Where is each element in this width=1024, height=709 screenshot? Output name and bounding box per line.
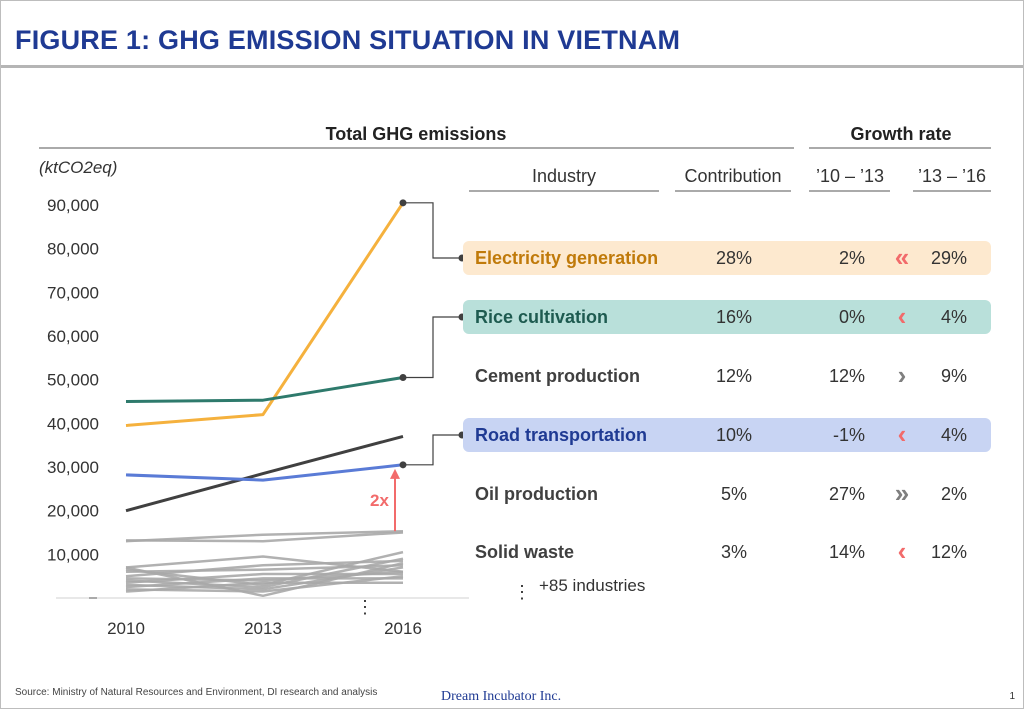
row-growth-arrow: « bbox=[895, 242, 909, 272]
y-tick-label: 10,000 bbox=[47, 545, 99, 564]
chart-continuation-dots: ⋮ bbox=[356, 597, 374, 617]
page-number: 1 bbox=[1009, 691, 1015, 702]
y-tick-label: 60,000 bbox=[47, 327, 99, 346]
row-connectors bbox=[399, 199, 466, 469]
col-header-period2: ’13 – ’16 bbox=[918, 166, 986, 186]
row-growth-period2: 4% bbox=[941, 425, 967, 445]
row-highlight bbox=[463, 418, 991, 452]
row-connector bbox=[403, 434, 462, 466]
row-connector bbox=[403, 202, 462, 259]
row-growth-arrow: ‹ bbox=[898, 301, 907, 331]
series-line-rice-cultivation bbox=[125, 376, 404, 403]
series-line-other bbox=[125, 559, 404, 578]
row-connector bbox=[403, 316, 462, 379]
row-contribution: 10% bbox=[716, 425, 752, 445]
series-line-other bbox=[125, 564, 404, 574]
series-line-other bbox=[125, 529, 404, 543]
row-contribution: 16% bbox=[716, 307, 752, 327]
y-tick-label: 50,000 bbox=[47, 371, 99, 390]
row-industry: Solid waste bbox=[475, 542, 574, 562]
row-contribution: 5% bbox=[721, 484, 747, 504]
series-line-other bbox=[125, 574, 404, 593]
growth-arrow-head bbox=[390, 468, 400, 479]
row-growth-period1: 2% bbox=[839, 248, 865, 268]
y-tick-label: 90,000 bbox=[47, 196, 99, 215]
col-header-industry: Industry bbox=[532, 166, 596, 186]
row-growth-period1: 27% bbox=[829, 484, 865, 504]
series-line-cement-production bbox=[125, 434, 404, 513]
col-header-period1: ’10 – ’13 bbox=[816, 166, 884, 186]
x-tick-label: 2016 bbox=[384, 619, 422, 638]
row-growth-period2: 9% bbox=[941, 366, 967, 386]
row-growth-arrow: ‹ bbox=[898, 419, 907, 449]
series-line-road-transportation bbox=[125, 463, 404, 482]
y-tick-label: 80,000 bbox=[47, 240, 99, 259]
series-line-other bbox=[125, 577, 403, 589]
row-growth-period1: 14% bbox=[829, 542, 865, 562]
row-industry: Road transportation bbox=[475, 425, 647, 445]
row-industry: Oil production bbox=[475, 484, 598, 504]
series-lines: 2x bbox=[125, 201, 405, 598]
row-contribution: 28% bbox=[716, 248, 752, 268]
industry-table: Electricity generation 28% 2% « 29% Rice cult… bbox=[463, 241, 991, 566]
series-line-other bbox=[125, 557, 404, 589]
y-tick-label: 70,000 bbox=[47, 283, 99, 302]
row-industry: Rice cultivation bbox=[475, 307, 608, 327]
more-industries-label: +85 industries bbox=[539, 576, 645, 595]
row-growth-period2: 29% bbox=[931, 248, 967, 268]
row-growth-arrow: › bbox=[898, 360, 907, 390]
y-tick-label: 30,000 bbox=[47, 458, 99, 477]
row-industry: Electricity generation bbox=[475, 248, 658, 268]
footer-source: Source: Ministry of Natural Resources an… bbox=[15, 687, 378, 698]
series-line-other bbox=[125, 561, 404, 598]
page-title: FIGURE 1: GHG EMISSION SITUATION IN VIET… bbox=[15, 25, 681, 55]
series-line-electricity-generation bbox=[125, 201, 405, 427]
header-growth-rate: Growth rate bbox=[850, 124, 951, 144]
more-industries-dots: ⋮ bbox=[513, 582, 531, 602]
row-growth-period1: 0% bbox=[839, 307, 865, 327]
series-line-other bbox=[125, 581, 403, 593]
x-tick-label: 2013 bbox=[244, 619, 282, 638]
row-growth-arrow: » bbox=[895, 478, 909, 508]
row-contribution: 3% bbox=[721, 542, 747, 562]
row-growth-period2: 2% bbox=[941, 484, 967, 504]
x-tick-label: 2010 bbox=[107, 619, 145, 638]
y-tick-label: 20,000 bbox=[47, 502, 99, 521]
title-divider bbox=[1, 65, 1023, 68]
row-growth-arrow: ‹ bbox=[898, 536, 907, 566]
row-growth-period2: 12% bbox=[931, 542, 967, 562]
row-contribution: 12% bbox=[716, 366, 752, 386]
emissions-chart: Total GHG emissions Growth rate (ktCO2eq… bbox=[39, 124, 991, 638]
footer-brand: Dream Incubator Inc. bbox=[441, 689, 562, 704]
chart-axes: 10,000 20,000 30,000 40,000 50,000 60,000 70,0… bbox=[47, 196, 469, 638]
row-growth-period1: 12% bbox=[829, 366, 865, 386]
row-industry: Cement production bbox=[475, 366, 640, 386]
col-header-contribution: Contribution bbox=[684, 166, 781, 186]
row-highlight bbox=[463, 241, 991, 275]
row-growth-period1: -1% bbox=[833, 425, 865, 445]
y-tick-label: 40,000 bbox=[47, 414, 99, 433]
growth-arrow-label: 2x bbox=[370, 491, 389, 510]
row-highlight bbox=[463, 300, 991, 334]
row-growth-period2: 4% bbox=[941, 307, 967, 327]
header-total-emissions: Total GHG emissions bbox=[326, 124, 507, 144]
series-line-other bbox=[125, 531, 404, 543]
y-axis-unit: (ktCO2eq) bbox=[39, 158, 117, 177]
